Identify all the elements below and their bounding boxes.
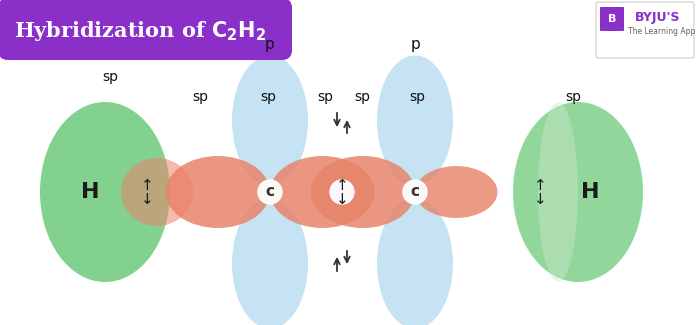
Ellipse shape [121,158,193,226]
Ellipse shape [232,199,308,325]
Ellipse shape [232,56,308,186]
Text: sp: sp [317,90,333,104]
Ellipse shape [415,166,498,218]
FancyBboxPatch shape [600,7,624,31]
Text: sp: sp [102,70,118,84]
Ellipse shape [40,102,170,282]
Text: ↑: ↑ [141,178,153,193]
Text: sp: sp [409,90,425,104]
Text: sp: sp [565,90,581,104]
Text: ↓: ↓ [141,192,153,207]
Text: B: B [608,14,616,24]
Ellipse shape [377,199,453,325]
Text: H: H [581,182,599,202]
Circle shape [403,180,427,204]
Text: The Learning App: The Learning App [628,28,695,36]
Ellipse shape [270,156,374,228]
FancyBboxPatch shape [0,0,292,60]
Text: c: c [410,185,419,200]
Text: ↓: ↓ [533,192,547,207]
Text: ↑: ↑ [533,178,547,193]
Circle shape [258,180,282,204]
Ellipse shape [377,56,453,186]
Text: p: p [265,36,275,51]
FancyBboxPatch shape [596,2,694,58]
Ellipse shape [538,102,578,282]
Text: sp: sp [354,90,370,104]
Text: ↑: ↑ [335,178,349,193]
Text: Hybridization of $\mathbf{C_2H_2}$: Hybridization of $\mathbf{C_2H_2}$ [14,19,266,43]
Text: ↓: ↓ [335,192,349,207]
Text: sp: sp [260,90,276,104]
Text: BYJU'S: BYJU'S [635,11,680,24]
Ellipse shape [165,156,270,228]
Ellipse shape [513,102,643,282]
Text: c: c [265,185,274,200]
Circle shape [330,180,354,204]
Text: sp: sp [192,90,208,104]
Ellipse shape [311,156,415,228]
Text: p: p [410,36,420,51]
Text: H: H [80,182,99,202]
